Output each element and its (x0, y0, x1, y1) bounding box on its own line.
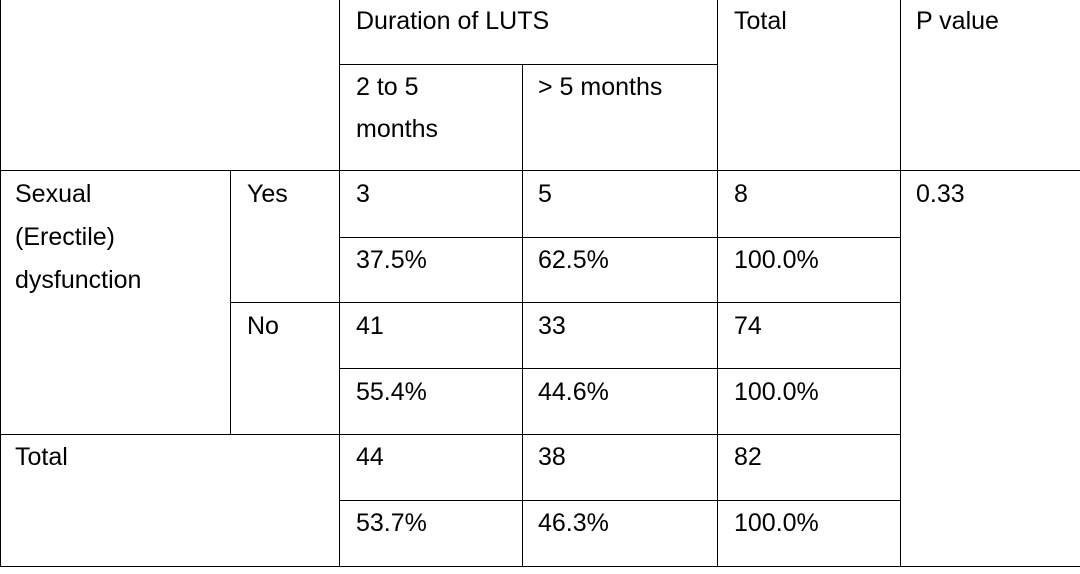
header-total: Total (734, 7, 787, 35)
cell-yes-count-gt5: 5 (538, 180, 552, 208)
grid-line (339, 237, 900, 238)
cell-total-count-2-5: 44 (356, 443, 384, 471)
header-gt-5-months: > 5 months (538, 73, 663, 101)
grid-line (339, 368, 900, 369)
grid-line (0, 170, 1080, 171)
cell-total-percent-gt5: 46.3% (538, 509, 609, 537)
cell-yes-percent-2-5: 37.5% (356, 246, 427, 274)
cell-total-percent-2-5: 53.7% (356, 509, 427, 537)
cell-no-percent-2-5: 55.4% (356, 378, 427, 406)
row-yes-label: Yes (247, 180, 288, 208)
cell-no-percent-gt5: 44.6% (538, 378, 609, 406)
cell-yes-percent-total: 100.0% (734, 246, 819, 274)
cell-yes-count-total: 8 (734, 180, 748, 208)
cell-total-percent-total: 100.0% (734, 509, 819, 537)
grid-line (0, 0, 1, 566)
cell-no-count-2-5: 41 (356, 312, 384, 340)
grid-line (900, 0, 901, 566)
cell-total-count-gt5: 38 (538, 443, 566, 471)
cell-p-value: 0.33 (916, 180, 965, 208)
grid-line (717, 0, 718, 566)
header-p-value: P value (916, 7, 999, 35)
row-group-label-line3: dysfunction (15, 266, 142, 294)
cell-yes-count-2-5: 3 (356, 180, 370, 208)
cell-no-percent-total: 100.0% (734, 378, 819, 406)
header-duration-of-luts: Duration of LUTS (356, 7, 550, 35)
cell-yes-percent-gt5: 62.5% (538, 246, 609, 274)
cell-no-count-gt5: 33 (538, 312, 566, 340)
row-no-label: No (247, 312, 279, 340)
grid-line (230, 302, 900, 303)
header-2-to-5-months-line1: 2 to 5 (356, 73, 419, 101)
cell-no-count-total: 74 (734, 312, 762, 340)
grid-line (339, 64, 717, 65)
grid-line (339, 0, 340, 566)
grid-line (0, 434, 900, 435)
row-total-label: Total (15, 443, 68, 471)
header-2-to-5-months-line2: months (356, 115, 438, 143)
grid-line (0, 566, 1080, 567)
row-group-label-line2: (Erectile) (15, 223, 116, 251)
cell-total-count-total: 82 (734, 443, 762, 471)
grid-line (339, 500, 900, 501)
row-group-label-line1: Sexual (15, 180, 92, 208)
grid-line (522, 64, 523, 566)
